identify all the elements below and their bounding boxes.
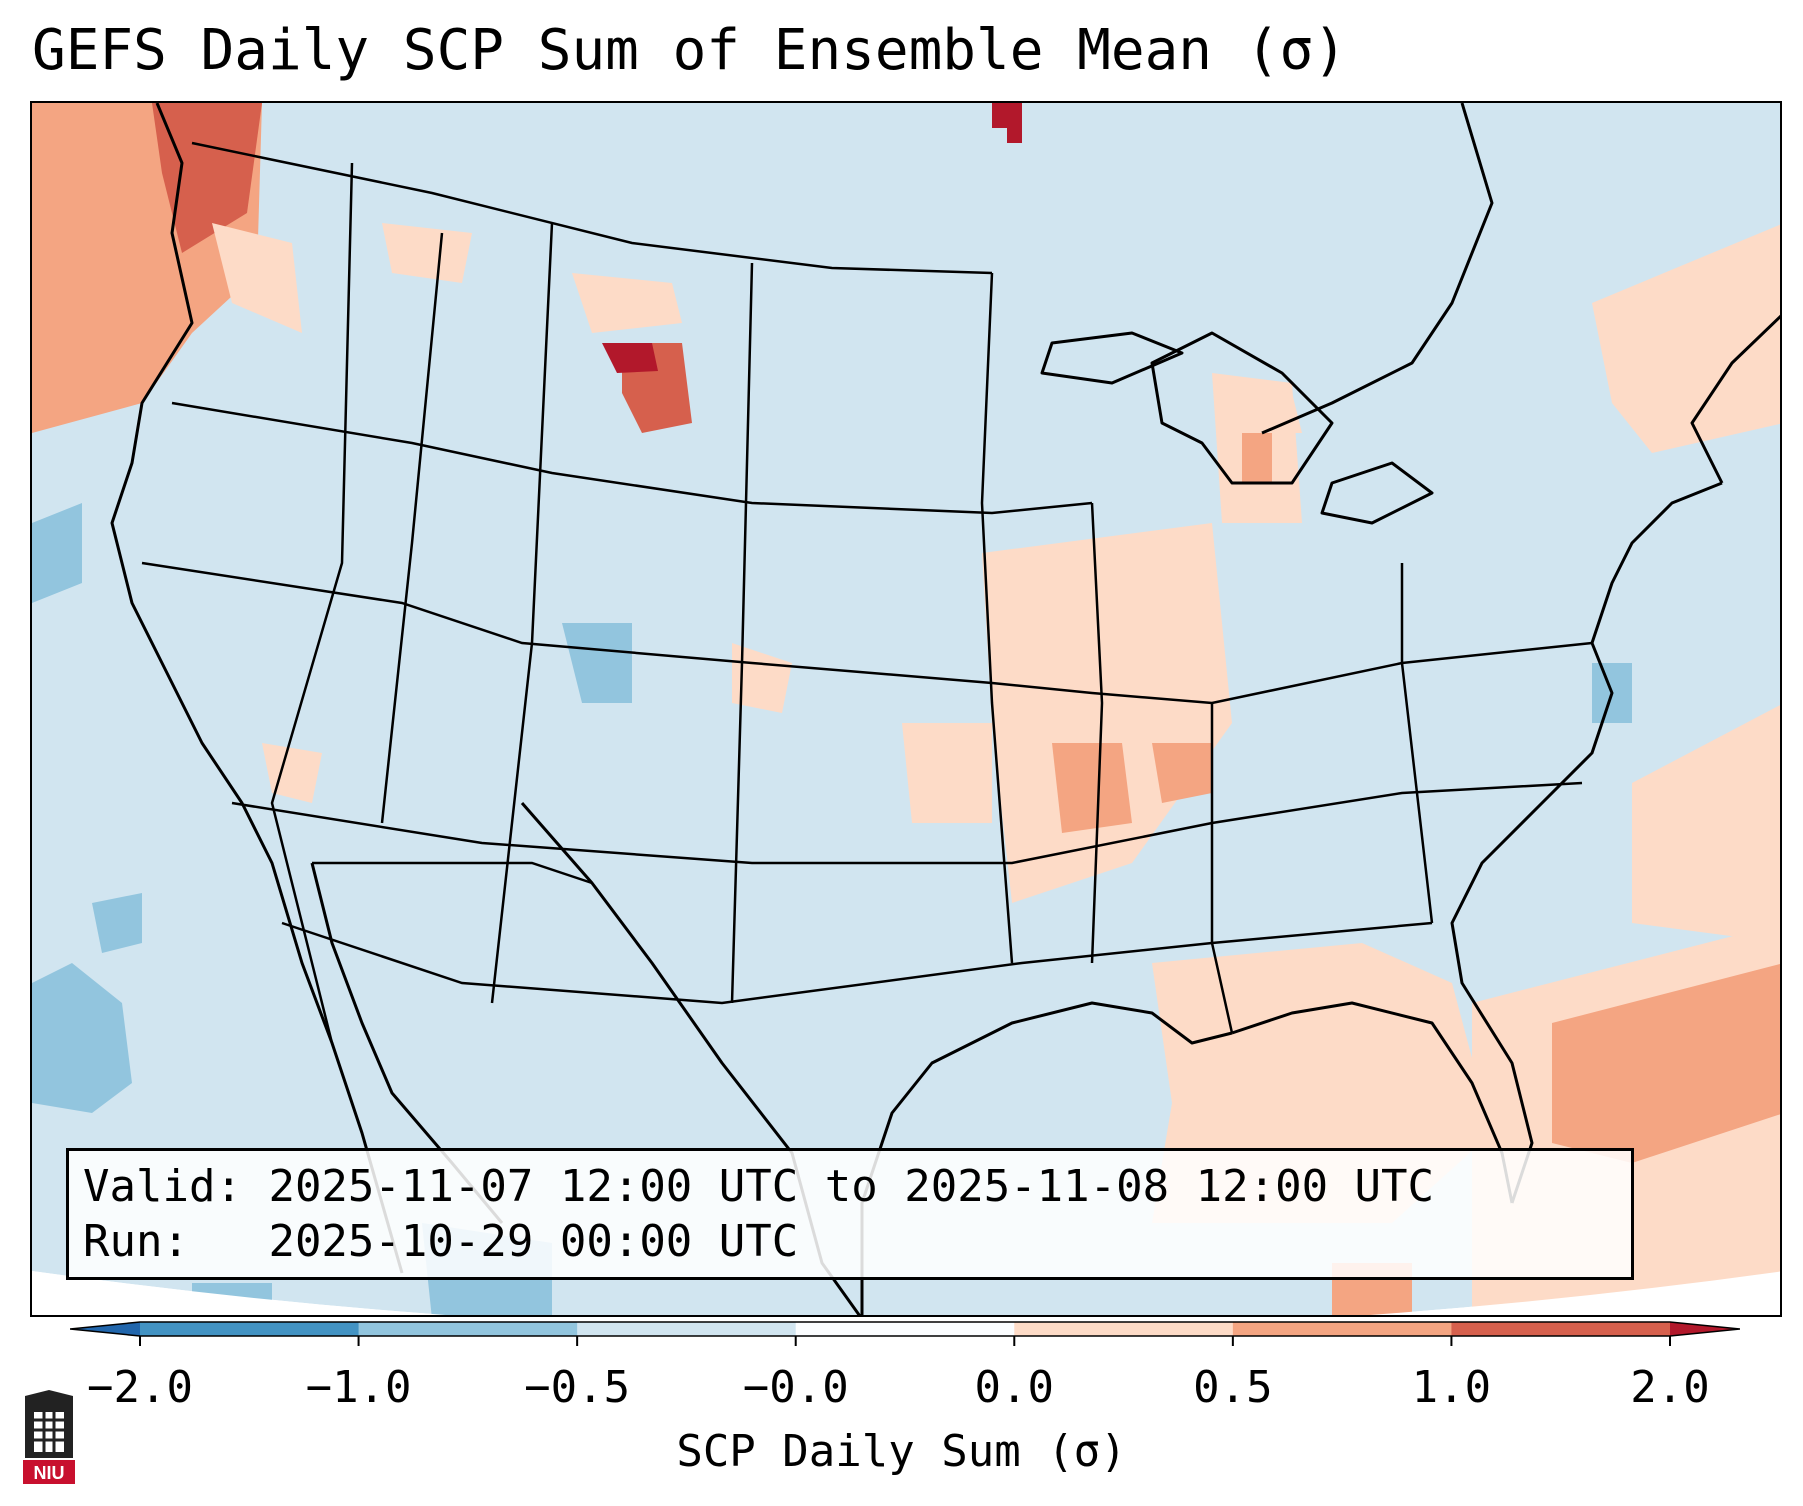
st-lawrence bbox=[1261, 103, 1494, 435]
colorbar-tick-label: 0.5 bbox=[1193, 1362, 1273, 1413]
montana-high bbox=[602, 343, 658, 373]
political-borders bbox=[141, 141, 1593, 1044]
pacific-northwest-high bbox=[152, 103, 262, 253]
colorbar-tick-label: −1.0 bbox=[305, 1362, 412, 1413]
pacific-negative bbox=[32, 963, 132, 1113]
map-title: GEFS Daily SCP Sum of Ensemble Mean (σ) bbox=[32, 18, 1347, 83]
west-coast bbox=[110, 103, 404, 1274]
colorbar bbox=[70, 1321, 1740, 1346]
east-coast bbox=[1450, 481, 1723, 1204]
colorado-negative bbox=[562, 623, 632, 703]
colorbar-segment bbox=[1232, 1322, 1452, 1336]
colorbar-segment bbox=[358, 1322, 578, 1336]
new-england-anomaly bbox=[1592, 224, 1780, 453]
colorbar-tick-marks bbox=[139, 1336, 1671, 1346]
new-england-coast bbox=[1690, 314, 1780, 484]
colorbar-segments bbox=[70, 1321, 1740, 1337]
map-panel[interactable] bbox=[30, 101, 1782, 1317]
colorbar-segment bbox=[795, 1322, 1015, 1336]
colorbar-segment bbox=[140, 1322, 360, 1336]
colorbar-label: SCP Daily Sum (σ) bbox=[676, 1426, 1127, 1477]
valid-run-info-box: Valid: 2025-11-07 12:00 UTC to 2025-11-0… bbox=[66, 1148, 1634, 1280]
colorbar-extend-high bbox=[1670, 1322, 1740, 1336]
niu-logo-icon: NIU bbox=[23, 1390, 75, 1484]
colorbar-tick-label: −2.0 bbox=[87, 1362, 193, 1413]
colorbar-tick-label: −0.5 bbox=[524, 1362, 631, 1413]
colorbar-tick-label: 2.0 bbox=[1630, 1362, 1710, 1413]
logo-text: NIU bbox=[34, 1463, 65, 1483]
colorbar-segment bbox=[1014, 1322, 1234, 1336]
colorbar-tick-label: −0.0 bbox=[742, 1362, 849, 1413]
lake-michigan-huron bbox=[1150, 331, 1334, 485]
valid-label: Valid: bbox=[83, 1161, 242, 1212]
colorbar-extend-low bbox=[70, 1322, 140, 1336]
valid-range: 2025-11-07 12:00 UTC to 2025-11-08 12:00… bbox=[268, 1161, 1435, 1212]
mississippi-valley-anomaly bbox=[982, 523, 1232, 903]
run-label: Run: bbox=[83, 1216, 189, 1267]
colorbar-tick-label: 1.0 bbox=[1411, 1362, 1492, 1413]
run-time: 2025-10-29 00:00 UTC bbox=[268, 1216, 799, 1267]
border-row-2 bbox=[171, 401, 1093, 515]
coastlines bbox=[110, 103, 1780, 1315]
colorbar-tick-label: 0.0 bbox=[974, 1362, 1055, 1413]
lake-erie bbox=[1320, 461, 1434, 525]
colorbar-segment bbox=[1451, 1322, 1671, 1336]
colorbar-segment bbox=[577, 1322, 797, 1336]
lake-superior bbox=[1040, 331, 1184, 385]
map-canvas bbox=[32, 103, 1780, 1315]
